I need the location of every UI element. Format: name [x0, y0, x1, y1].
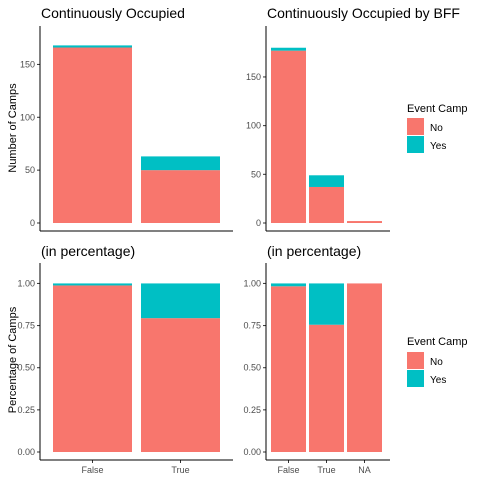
- x-ticks: False True NA: [277, 460, 371, 475]
- x-tick-label: False: [81, 465, 103, 475]
- y-ticks: 0 50 100 150: [246, 72, 266, 228]
- panel-percentage-left: (in percentage) Percentage of Camps 0.00…: [7, 243, 233, 475]
- bars: [271, 283, 382, 452]
- y-tick-label: 150: [20, 59, 35, 69]
- y-tick-label: 0: [256, 218, 261, 228]
- y-tick-label: 0.75: [243, 321, 261, 331]
- y-tick-label: 0.00: [17, 447, 35, 457]
- x-tick-label: True: [317, 465, 335, 475]
- panel-title: (in percentage): [267, 243, 361, 259]
- bar-no: [53, 285, 132, 452]
- legend-title: Event Camp: [407, 336, 468, 348]
- bar-yes: [53, 283, 132, 286]
- x-tick-label: True: [171, 465, 189, 475]
- legend-label-yes: Yes: [430, 375, 446, 386]
- bar-no: [347, 283, 382, 452]
- y-ticks: 0.00 0.25 0.50 0.75 1.00: [243, 278, 266, 457]
- x-tick-label: NA: [358, 465, 371, 475]
- panel-continuously-occupied: Continuously Occupied Number of Camps 0 5…: [7, 5, 233, 232]
- y-tick-label: 0: [30, 218, 35, 228]
- bar-no: [53, 47, 132, 224]
- y-tick-label: 100: [20, 112, 35, 122]
- panel-title: (in percentage): [41, 243, 135, 259]
- y-tick-label: 0.75: [17, 321, 35, 331]
- y-tick-label: 0.25: [17, 405, 35, 415]
- bar-yes: [141, 156, 220, 171]
- legend-label-yes: Yes: [430, 141, 446, 152]
- bar-no: [309, 186, 344, 223]
- y-axis-label: Number of Camps: [7, 83, 19, 173]
- bars: [53, 45, 220, 224]
- bar-no: [309, 324, 344, 452]
- panel-percentage-right: (in percentage) 0.00 0.25 0.50 0.75 1.00 Fal…: [243, 243, 390, 475]
- panel-title: Continuously Occupied by BFF: [267, 5, 460, 21]
- panel-continuously-occupied-by-bff: Continuously Occupied by BFF 0 50 100 150: [246, 5, 460, 232]
- y-tick-label: 50: [25, 165, 35, 175]
- legend-title: Event Camp: [407, 103, 468, 115]
- legend-swatch-no: [407, 118, 424, 135]
- panel-title: Continuously Occupied: [41, 5, 185, 21]
- y-tick-label: 0.00: [243, 447, 261, 457]
- x-tick-label: False: [277, 465, 299, 475]
- y-ticks: 0 50 100 150: [20, 59, 40, 228]
- bar-yes: [53, 45, 132, 48]
- y-tick-label: 0.25: [243, 405, 261, 415]
- bar-no: [271, 286, 306, 452]
- bar-yes: [141, 283, 220, 319]
- y-tick-label: 50: [251, 169, 261, 179]
- bar-yes: [271, 283, 306, 287]
- legend-bottom: Event Camp No Yes: [407, 336, 468, 387]
- bar-yes: [309, 283, 344, 325]
- legend-label-no: No: [430, 357, 443, 368]
- y-tick-label: 1.00: [243, 278, 261, 288]
- bar-yes: [309, 175, 344, 187]
- y-tick-label: 150: [246, 72, 261, 82]
- bar-no: [141, 318, 220, 452]
- legend-swatch-yes: [407, 136, 424, 153]
- y-axis-label: Percentage of Camps: [7, 306, 19, 413]
- y-tick-label: 0.50: [243, 363, 261, 373]
- y-tick-label: 1.00: [17, 278, 35, 288]
- y-tick-label: 100: [246, 121, 261, 131]
- bar-no: [271, 50, 306, 223]
- y-ticks: 0.00 0.25 0.50 0.75 1.00: [17, 278, 40, 457]
- legend-swatch-no: [407, 352, 424, 369]
- bars: [271, 47, 382, 223]
- legend-swatch-yes: [407, 370, 424, 387]
- bar-no: [347, 221, 382, 223]
- bar-no: [141, 170, 220, 223]
- bars: [53, 283, 220, 452]
- bar-yes: [271, 47, 306, 51]
- x-ticks: False True: [81, 460, 190, 475]
- y-tick-label: 0.50: [17, 363, 35, 373]
- legend-label-no: No: [430, 123, 443, 134]
- legend-top: Event Camp No Yes: [407, 103, 468, 153]
